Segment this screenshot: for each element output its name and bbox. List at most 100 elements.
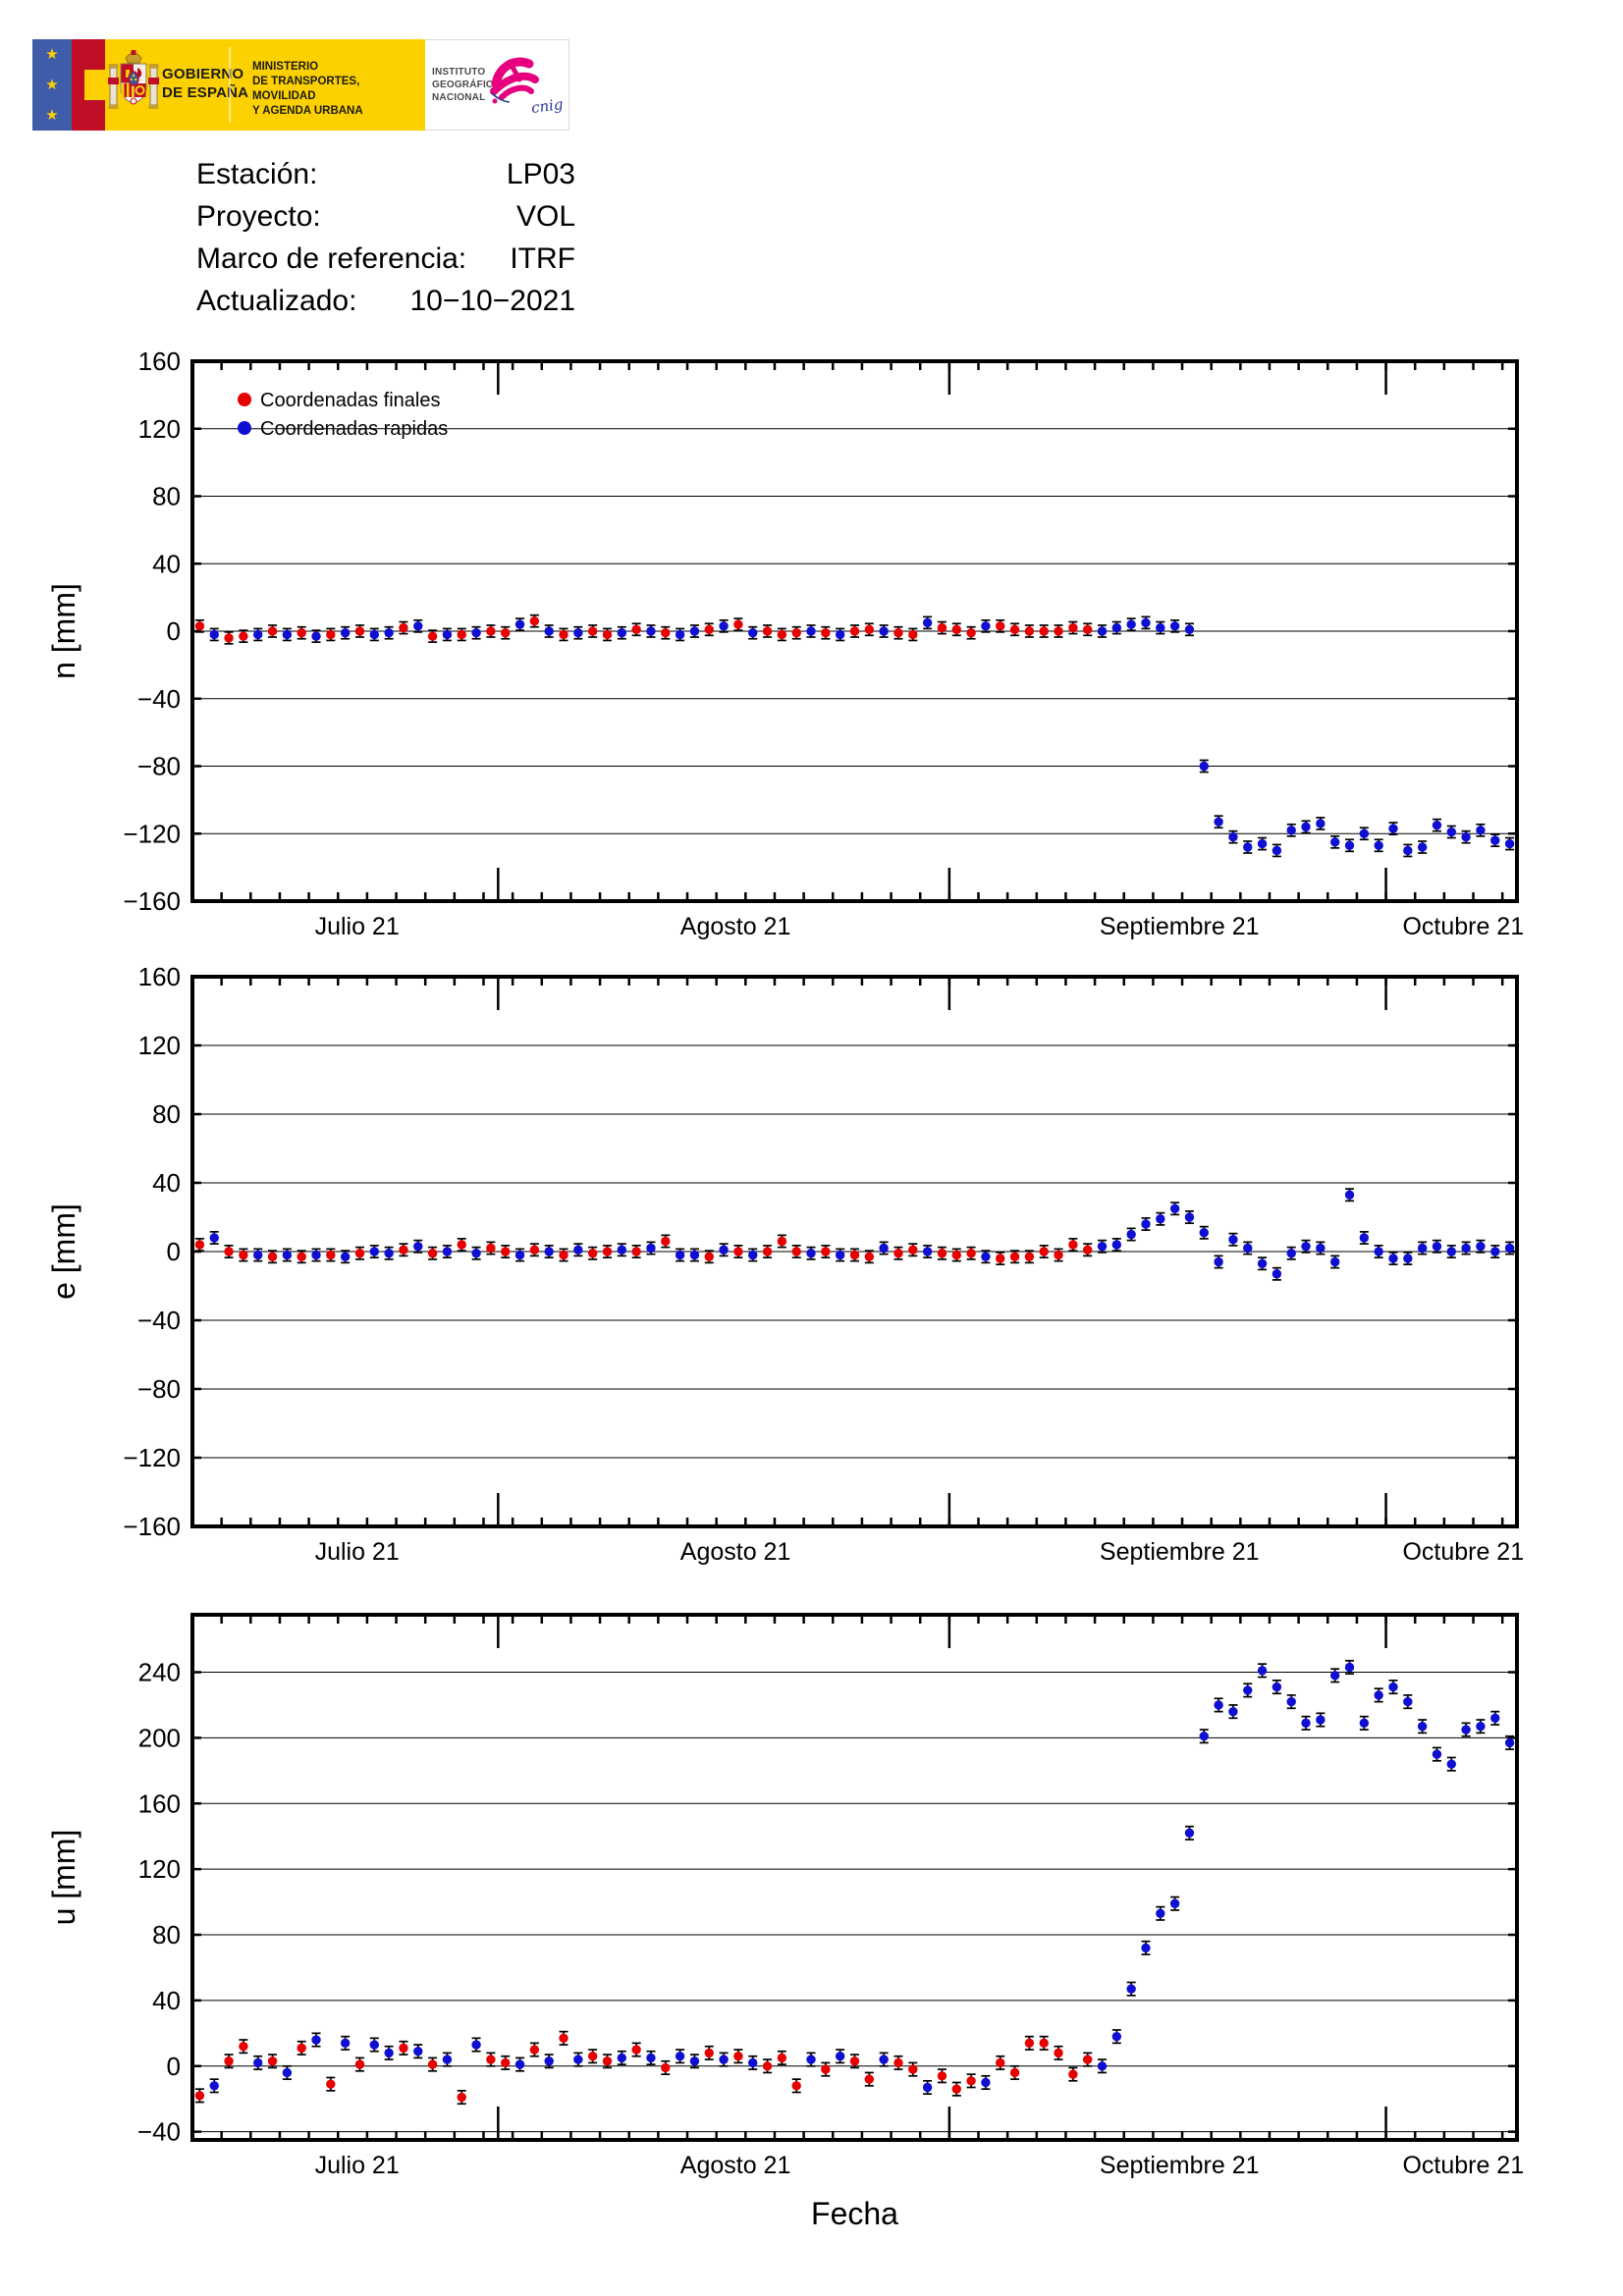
data-point-rapid bbox=[1476, 826, 1486, 835]
data-point-final bbox=[399, 2043, 408, 2054]
data-point-final bbox=[529, 2045, 540, 2055]
data-point-rapid bbox=[544, 2056, 554, 2066]
data-point-rapid bbox=[1156, 622, 1165, 633]
y-tick-label: 0 bbox=[167, 2052, 181, 2081]
data-point-rapid bbox=[209, 629, 219, 640]
data-point-rapid bbox=[981, 621, 991, 631]
data-point-final bbox=[791, 1247, 801, 1256]
data-point-final bbox=[457, 629, 466, 640]
data-point-final bbox=[791, 2081, 801, 2091]
data-point-rapid bbox=[675, 1250, 685, 1260]
data-point-rapid bbox=[1111, 1240, 1122, 1250]
y-tick-label: 40 bbox=[152, 1986, 181, 2015]
data-point-rapid bbox=[1388, 1682, 1398, 1692]
gobierno-label: GOBIERNO DE ESPAÑA bbox=[162, 65, 248, 102]
data-point-rapid bbox=[1243, 842, 1253, 852]
data-point-final bbox=[631, 1247, 641, 1256]
data-point-rapid bbox=[1257, 838, 1268, 849]
y-tick-label: 160 bbox=[138, 347, 181, 376]
eu-star-icon: ★ bbox=[45, 46, 59, 63]
data-point-final bbox=[1024, 2038, 1035, 2049]
data-point-rapid bbox=[1111, 2031, 1122, 2042]
data-point-rapid bbox=[689, 1250, 700, 1260]
data-point-rapid bbox=[1243, 1685, 1253, 1695]
y-tick-label: −160 bbox=[123, 886, 181, 916]
data-point-rapid bbox=[1329, 1256, 1340, 1267]
panel-frame bbox=[190, 975, 1519, 1528]
data-point-final bbox=[996, 621, 1005, 631]
data-point-rapid bbox=[311, 631, 321, 641]
axis-title-e: e [mm] bbox=[46, 1203, 81, 1300]
data-point-final bbox=[966, 1249, 976, 1258]
data-point-final bbox=[951, 1250, 961, 1260]
data-point-rapid bbox=[1199, 761, 1209, 772]
proyecto-label: Proyecto: bbox=[196, 200, 321, 233]
data-point-rapid bbox=[471, 628, 481, 638]
data-point-final bbox=[821, 2064, 831, 2074]
data-point-rapid bbox=[1286, 826, 1296, 835]
data-point-rapid bbox=[1184, 624, 1195, 634]
data-point-rapid bbox=[1243, 1243, 1253, 1254]
data-point-rapid bbox=[1403, 845, 1413, 856]
data-point-rapid bbox=[1097, 2061, 1108, 2071]
ign-logo-panel: INSTITUTO GEOGRÁFICO NACIONAL cnig bbox=[425, 39, 569, 131]
data-point-rapid bbox=[1490, 1247, 1500, 1256]
data-point-final bbox=[587, 1249, 598, 1258]
data-point-rapid bbox=[806, 626, 816, 636]
data-point-final bbox=[1024, 626, 1035, 636]
data-point-final bbox=[224, 1247, 234, 1256]
eu-star-icon: ★ bbox=[45, 77, 59, 93]
data-point-rapid bbox=[1446, 827, 1456, 837]
month-label: Julio 21 bbox=[315, 2152, 400, 2179]
data-point-rapid bbox=[981, 1252, 991, 1261]
data-point-rapid bbox=[617, 1245, 627, 1255]
ministerio-label: MINISTERIO DE TRANSPORTES, MOVILIDAD Y A… bbox=[252, 60, 425, 119]
data-point-rapid bbox=[1432, 1242, 1442, 1252]
data-point-rapid bbox=[1432, 820, 1442, 830]
data-point-rapid bbox=[1301, 1242, 1311, 1252]
data-point-final bbox=[529, 615, 540, 626]
data-point-rapid bbox=[1359, 828, 1370, 838]
data-point-rapid bbox=[471, 2040, 481, 2050]
data-point-final bbox=[704, 624, 714, 634]
data-point-rapid bbox=[922, 617, 933, 628]
y-tick-label: −80 bbox=[137, 1374, 181, 1404]
data-point-final bbox=[326, 2079, 336, 2089]
data-point-final bbox=[733, 2052, 743, 2061]
data-point-final bbox=[239, 1250, 248, 1260]
data-point-rapid bbox=[340, 2038, 351, 2049]
data-point-rapid bbox=[1461, 1243, 1471, 1254]
y-tick-label: 160 bbox=[138, 1789, 181, 1818]
data-point-rapid bbox=[1344, 1190, 1355, 1200]
data-point-rapid bbox=[646, 626, 656, 636]
ign-label: INSTITUTO GEOGRÁFICO NACIONAL bbox=[432, 66, 501, 104]
data-point-final bbox=[908, 2064, 918, 2074]
data-point-final bbox=[937, 1249, 947, 1258]
data-point-rapid bbox=[573, 2055, 583, 2064]
ign-scribble-icon bbox=[490, 57, 539, 104]
data-point-final bbox=[631, 2045, 641, 2055]
data-point-rapid bbox=[879, 2055, 889, 2064]
data-point-final bbox=[849, 2056, 860, 2066]
data-point-final bbox=[1054, 2048, 1063, 2058]
y-tick-label: 40 bbox=[152, 549, 181, 578]
data-point-final bbox=[821, 1247, 831, 1256]
data-point-rapid bbox=[1344, 840, 1355, 850]
info-row-marco: Marco de referencia: ITRF bbox=[196, 238, 575, 280]
data-point-rapid bbox=[1271, 1682, 1282, 1692]
data-point-final bbox=[951, 2084, 961, 2094]
data-point-final bbox=[849, 626, 860, 636]
data-point-final bbox=[631, 624, 641, 634]
data-point-rapid bbox=[514, 2059, 525, 2069]
data-point-final bbox=[559, 629, 568, 640]
data-point-rapid bbox=[879, 1243, 889, 1254]
data-point-final bbox=[399, 622, 408, 633]
ign-line3: NACIONAL bbox=[432, 92, 486, 103]
data-point-rapid bbox=[1301, 822, 1311, 832]
data-point-rapid bbox=[689, 2056, 700, 2066]
data-point-final bbox=[501, 628, 511, 638]
estacion-value: LP03 bbox=[506, 158, 575, 190]
xaxis-title: Fecha bbox=[811, 2196, 898, 2231]
data-point-final bbox=[864, 2074, 875, 2084]
